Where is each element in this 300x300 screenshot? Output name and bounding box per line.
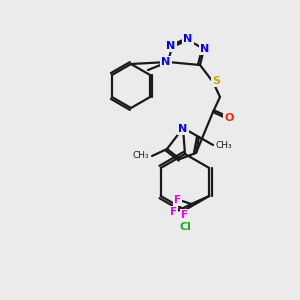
Text: O: O <box>224 113 234 123</box>
Text: F: F <box>170 207 177 217</box>
Text: N: N <box>167 41 176 51</box>
Text: N: N <box>200 44 210 54</box>
Text: CH₃: CH₃ <box>132 152 149 160</box>
Text: N: N <box>161 57 171 67</box>
Text: F: F <box>174 195 181 205</box>
Text: N: N <box>183 34 193 44</box>
Text: N: N <box>178 124 188 134</box>
Text: Cl: Cl <box>179 222 191 232</box>
Text: F: F <box>181 210 188 220</box>
Text: CH₃: CH₃ <box>216 140 232 149</box>
Text: S: S <box>212 76 220 86</box>
